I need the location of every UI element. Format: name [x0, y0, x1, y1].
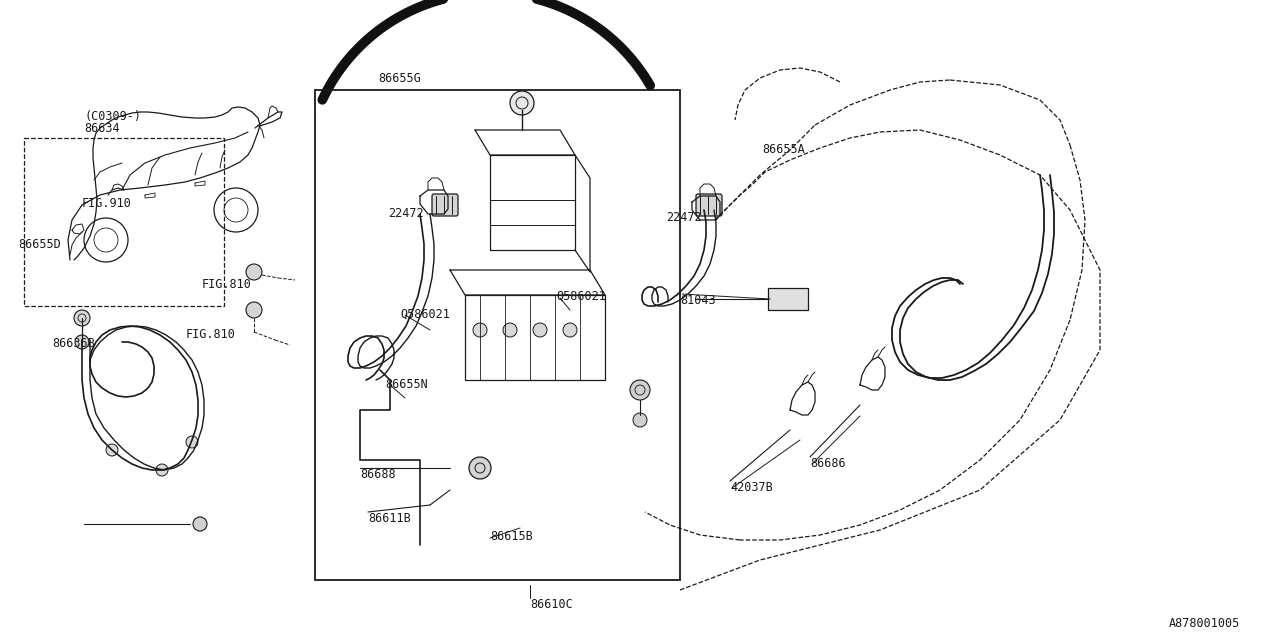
Text: (C0309-): (C0309-): [84, 110, 141, 123]
Circle shape: [106, 444, 118, 456]
Circle shape: [474, 323, 486, 337]
FancyBboxPatch shape: [696, 194, 722, 216]
Circle shape: [468, 457, 492, 479]
FancyBboxPatch shape: [433, 194, 458, 216]
Bar: [768, 288, 808, 310]
Text: 81043: 81043: [680, 294, 716, 307]
Circle shape: [634, 413, 646, 427]
Text: 86655A: 86655A: [762, 143, 805, 156]
Text: 86634: 86634: [84, 122, 119, 135]
Text: 22472: 22472: [666, 211, 701, 224]
Text: Q586021: Q586021: [401, 308, 449, 321]
Circle shape: [532, 323, 547, 337]
Text: 22472: 22472: [388, 207, 424, 220]
Circle shape: [74, 310, 90, 326]
Circle shape: [186, 436, 198, 448]
Circle shape: [246, 264, 262, 280]
Circle shape: [630, 380, 650, 400]
Text: FIG.910: FIG.910: [82, 197, 132, 210]
Text: 86686: 86686: [810, 457, 846, 470]
Text: 86611B: 86611B: [369, 512, 411, 525]
Circle shape: [503, 323, 517, 337]
Text: 42037B: 42037B: [730, 481, 773, 494]
Text: FIG.810: FIG.810: [202, 278, 252, 291]
Text: Q586021: Q586021: [556, 290, 605, 303]
Text: 86688: 86688: [360, 468, 396, 481]
Text: 86615B: 86615B: [490, 530, 532, 543]
Circle shape: [563, 323, 577, 337]
Circle shape: [509, 91, 534, 115]
Text: A878001005: A878001005: [1169, 617, 1240, 630]
Text: 86655G: 86655G: [378, 72, 421, 85]
Text: 86655D: 86655D: [18, 238, 60, 251]
Text: FIG.810: FIG.810: [186, 328, 236, 341]
Circle shape: [76, 335, 90, 349]
Bar: [315, 90, 680, 580]
Text: 86610C: 86610C: [530, 598, 572, 611]
Text: 86655N: 86655N: [385, 378, 428, 391]
Text: 86636B: 86636B: [52, 337, 95, 350]
Circle shape: [156, 464, 168, 476]
Bar: [24, 138, 224, 306]
Circle shape: [193, 517, 207, 531]
Circle shape: [246, 302, 262, 318]
